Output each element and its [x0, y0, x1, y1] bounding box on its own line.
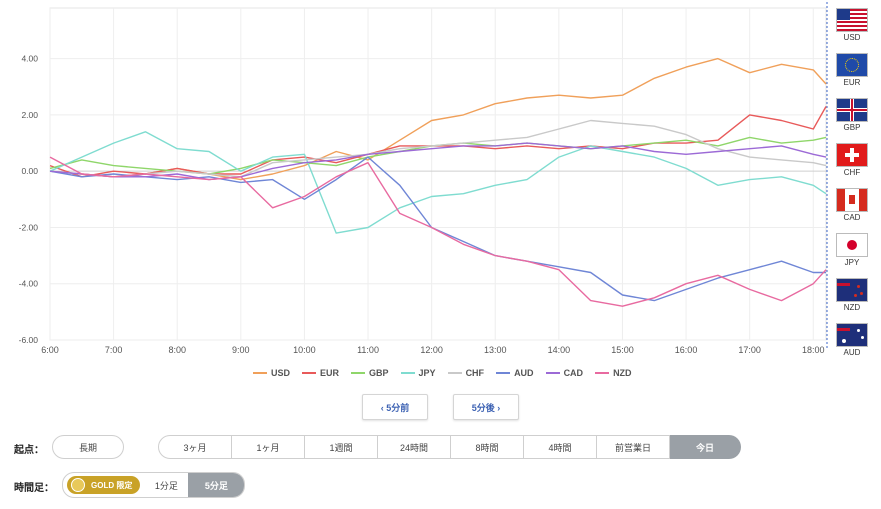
x-tick-label: 16:00	[675, 345, 698, 355]
start-option-1-week[interactable]: 1週間	[305, 435, 378, 459]
uk-flag-icon	[836, 98, 868, 122]
gold-badge-label: GOLD 限定	[91, 480, 133, 490]
legend-item-jpy[interactable]: JPY	[400, 368, 436, 378]
flag-label: GBP	[843, 123, 861, 132]
flag-aud[interactable]: AUD	[836, 323, 868, 357]
au-flag-icon	[836, 323, 868, 347]
y-tick-label: -6.00	[19, 335, 39, 345]
start-option-4-hours[interactable]: 4時間	[524, 435, 597, 459]
legend-label: CAD	[563, 368, 584, 378]
x-tick-label: 9:00	[232, 345, 250, 355]
x-tick-label: 10:00	[293, 345, 316, 355]
legend-item-gbp[interactable]: GBP	[351, 368, 389, 378]
x-tick-label: 7:00	[105, 345, 123, 355]
start-option-today[interactable]: 今日	[670, 435, 741, 459]
start-point-label: 起点：	[14, 445, 44, 456]
japan-flag-icon	[836, 233, 868, 257]
start-option-previous-business-day[interactable]: 前営業日	[597, 435, 670, 459]
flag-label: CAD	[843, 213, 861, 222]
legend-swatch	[496, 372, 511, 374]
legend-item-nzd[interactable]: NZD	[595, 368, 632, 378]
legend-item-usd[interactable]: USD	[253, 368, 290, 378]
flag-label: NZD	[843, 303, 861, 312]
flag-chf[interactable]: CHF	[836, 143, 868, 177]
canada-flag-icon	[836, 188, 868, 212]
x-tick-label: 14:00	[548, 345, 571, 355]
legend-item-cad[interactable]: CAD	[545, 368, 584, 378]
legend-item-eur[interactable]: EUR	[302, 368, 339, 378]
us-flag-icon	[836, 8, 868, 32]
y-tick-label: 4.00	[21, 54, 38, 64]
series-line-nzd	[49, 156, 827, 307]
nz-flag-icon	[836, 278, 868, 302]
flag-label: JPY	[844, 258, 860, 267]
y-tick-label: 2.00	[21, 110, 38, 120]
legend-label: NZD	[613, 368, 632, 378]
series-line-cad	[49, 142, 827, 181]
flag-label: AUD	[843, 348, 861, 357]
flag-jpy[interactable]: JPY	[836, 233, 868, 267]
gold-only-badge: GOLD 限定	[67, 476, 141, 494]
y-tick-label: 0.00	[21, 166, 38, 176]
start-option-3-months[interactable]: 3ヶ月	[158, 435, 232, 459]
eu-flag-icon	[836, 53, 868, 77]
flag-label: EUR	[843, 78, 861, 87]
start-option-1-month[interactable]: 1ヶ月	[232, 435, 305, 459]
y-tick-label: -2.00	[19, 222, 39, 232]
x-tick-label: 12:00	[420, 345, 443, 355]
flag-usd[interactable]: USD	[836, 8, 868, 42]
prev-5min-button[interactable]: ‹ 5分前	[362, 394, 428, 420]
start-option-24-hours[interactable]: 24時間	[378, 435, 451, 459]
legend-label: CHF	[465, 368, 485, 378]
timeframe-label: 時間足：	[14, 483, 54, 494]
chart-legend: USD EUR GBP JPY CHF AUD CAD NZD	[253, 368, 644, 378]
flag-nzd[interactable]: NZD	[836, 278, 868, 312]
x-tick-label: 13:00	[484, 345, 507, 355]
legend-swatch	[351, 372, 366, 374]
legend-label: USD	[271, 368, 291, 378]
legend-item-aud[interactable]: AUD	[496, 368, 534, 378]
start-option-8-hours[interactable]: 8時間	[451, 435, 524, 459]
next-5min-button[interactable]: 5分後 ›	[453, 394, 519, 420]
x-tick-label: 11:00	[357, 345, 379, 355]
legend-label: EUR	[320, 368, 340, 378]
gold-coin-icon	[71, 478, 85, 492]
legend-label: AUD	[514, 368, 534, 378]
timeframe-option-5min[interactable]: 5分足	[188, 473, 245, 497]
x-tick-label: 6:00	[41, 345, 59, 355]
legend-swatch	[595, 372, 610, 374]
legend-item-chf[interactable]: CHF	[447, 368, 485, 378]
series-line-jpy	[49, 131, 827, 234]
flag-label: USD	[843, 33, 861, 42]
flag-cad[interactable]: CAD	[836, 188, 868, 222]
legend-swatch	[447, 372, 462, 374]
x-tick-label: 15:00	[611, 345, 634, 355]
series-line-chf	[49, 119, 827, 178]
series-line-eur	[49, 106, 827, 178]
flag-label: CHF	[843, 168, 861, 177]
flag-gbp[interactable]: GBP	[836, 98, 868, 132]
swiss-flag-icon	[836, 143, 868, 167]
start-option-long-term[interactable]: 長期	[52, 435, 124, 459]
plot-area	[49, 7, 827, 341]
flag-eur[interactable]: EUR	[836, 53, 868, 87]
x-tick-label: 8:00	[168, 345, 186, 355]
series-line-aud	[49, 156, 826, 302]
legend-label: GBP	[369, 368, 389, 378]
timeframe-selector: GOLD 限定 1分足 5分足	[62, 472, 246, 498]
x-tick-label: 17:00	[738, 345, 761, 355]
legend-swatch	[302, 372, 317, 374]
legend-swatch	[400, 372, 415, 374]
timeframe-option-1min[interactable]: 1分足	[154, 480, 178, 491]
start-point-selector: 長期 3ヶ月 1ヶ月 1週間 24時間 8時間 4時間 前営業日 今日	[52, 435, 741, 459]
legend-swatch	[253, 372, 267, 374]
legend-swatch	[545, 372, 560, 374]
y-tick-label: -4.00	[19, 279, 39, 289]
x-tick-label: 18:00	[802, 345, 825, 355]
legend-label: JPY	[418, 368, 436, 378]
